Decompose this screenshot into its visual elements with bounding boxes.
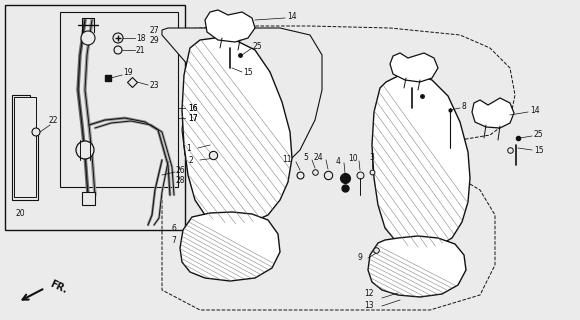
Polygon shape xyxy=(372,74,470,248)
Text: 9: 9 xyxy=(357,253,362,262)
Text: 22: 22 xyxy=(48,116,57,124)
Bar xyxy=(14,97,36,197)
Circle shape xyxy=(76,141,94,159)
Text: 7: 7 xyxy=(171,236,176,244)
Text: 25: 25 xyxy=(253,42,263,51)
Text: 6: 6 xyxy=(171,223,176,233)
Text: 14: 14 xyxy=(530,106,539,115)
Text: FR.: FR. xyxy=(48,279,68,295)
Text: 23: 23 xyxy=(149,81,158,90)
Circle shape xyxy=(32,128,40,136)
Text: 8: 8 xyxy=(462,101,467,110)
Polygon shape xyxy=(12,95,38,200)
Polygon shape xyxy=(182,38,292,224)
Polygon shape xyxy=(162,28,322,178)
Text: 29: 29 xyxy=(150,36,160,44)
Text: 2: 2 xyxy=(188,156,193,164)
Text: 4: 4 xyxy=(336,156,341,165)
Text: 19: 19 xyxy=(123,68,133,76)
Text: 12: 12 xyxy=(364,290,374,299)
Text: 15: 15 xyxy=(243,68,253,76)
Text: 14: 14 xyxy=(287,12,296,20)
Polygon shape xyxy=(368,236,466,297)
Polygon shape xyxy=(180,212,280,281)
Text: 21: 21 xyxy=(136,45,146,54)
Text: 1: 1 xyxy=(186,143,191,153)
Text: 13: 13 xyxy=(364,301,374,310)
Text: 11: 11 xyxy=(282,155,292,164)
Polygon shape xyxy=(390,53,438,82)
Text: 3: 3 xyxy=(369,153,375,162)
Text: 17: 17 xyxy=(188,114,198,123)
Text: 24: 24 xyxy=(313,153,323,162)
Circle shape xyxy=(114,46,122,54)
Text: 17: 17 xyxy=(188,114,198,123)
Bar xyxy=(60,12,178,187)
Polygon shape xyxy=(82,192,95,205)
Text: 20: 20 xyxy=(15,209,24,218)
Text: 18: 18 xyxy=(136,34,146,43)
Bar xyxy=(5,5,185,230)
Text: 5: 5 xyxy=(303,153,308,162)
Polygon shape xyxy=(472,98,514,128)
Text: 26: 26 xyxy=(176,165,186,174)
Text: 16: 16 xyxy=(188,103,198,113)
Text: 15: 15 xyxy=(534,146,543,155)
Circle shape xyxy=(113,33,123,43)
Text: 25: 25 xyxy=(534,130,543,139)
Polygon shape xyxy=(205,10,255,42)
Text: 28: 28 xyxy=(176,175,186,185)
Text: 27: 27 xyxy=(150,26,160,35)
Text: 10: 10 xyxy=(349,154,358,163)
Text: 16: 16 xyxy=(188,103,198,113)
Circle shape xyxy=(81,31,95,45)
